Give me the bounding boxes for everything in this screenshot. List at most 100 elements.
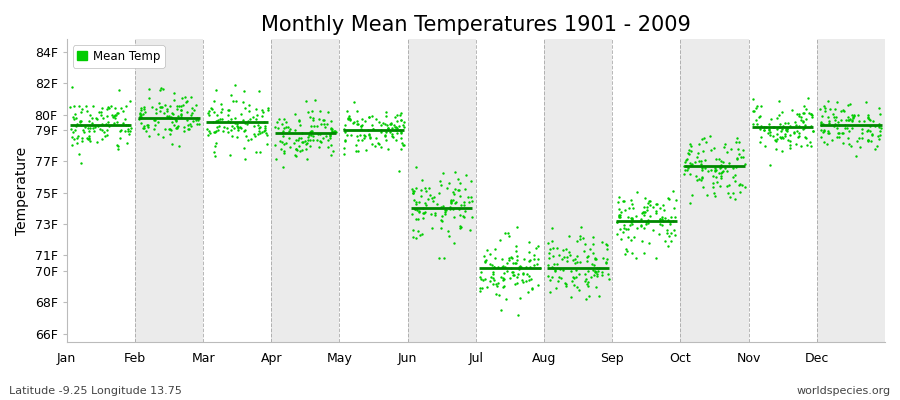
Point bbox=[586, 267, 600, 273]
Point bbox=[303, 142, 318, 149]
Point bbox=[814, 120, 828, 126]
Point bbox=[636, 209, 651, 216]
Point bbox=[397, 141, 411, 148]
Point bbox=[478, 276, 492, 282]
Point bbox=[410, 207, 425, 213]
Point bbox=[180, 109, 194, 115]
Point bbox=[428, 212, 443, 218]
Point bbox=[595, 239, 609, 245]
Point bbox=[491, 280, 505, 286]
Point bbox=[202, 108, 217, 114]
Point bbox=[787, 129, 801, 136]
Point bbox=[282, 128, 296, 134]
Point bbox=[655, 202, 670, 208]
Point bbox=[419, 202, 434, 208]
Point bbox=[752, 138, 767, 145]
Point bbox=[518, 278, 533, 284]
Point bbox=[251, 88, 266, 94]
Point bbox=[249, 116, 264, 123]
Point bbox=[358, 118, 373, 124]
Point bbox=[596, 255, 610, 261]
Point bbox=[613, 226, 627, 233]
Point bbox=[794, 143, 808, 150]
Point bbox=[112, 86, 127, 93]
Point bbox=[746, 121, 760, 128]
Point bbox=[516, 271, 530, 278]
Point bbox=[406, 190, 420, 196]
Point bbox=[591, 267, 606, 274]
Point bbox=[85, 120, 99, 126]
Point bbox=[794, 116, 808, 123]
Point bbox=[509, 224, 524, 231]
Point bbox=[176, 128, 191, 134]
Point bbox=[683, 140, 698, 147]
Point bbox=[506, 272, 520, 278]
Point bbox=[621, 226, 635, 232]
Point bbox=[757, 124, 771, 130]
Point bbox=[313, 139, 328, 145]
Point bbox=[636, 204, 651, 210]
Point bbox=[548, 267, 562, 273]
Point bbox=[221, 106, 236, 113]
Point bbox=[767, 124, 781, 130]
Point bbox=[133, 120, 148, 126]
Point bbox=[708, 166, 723, 173]
Point bbox=[616, 229, 630, 235]
Point bbox=[713, 165, 727, 172]
Point bbox=[139, 109, 153, 116]
Point bbox=[68, 110, 82, 117]
Point bbox=[260, 105, 274, 112]
Point bbox=[836, 107, 850, 113]
Point bbox=[541, 273, 555, 280]
Point bbox=[213, 100, 228, 107]
Point bbox=[276, 124, 291, 131]
Point bbox=[726, 190, 741, 197]
Point bbox=[202, 130, 217, 136]
Point bbox=[478, 259, 492, 265]
Point bbox=[168, 118, 183, 125]
Point bbox=[842, 128, 856, 134]
Point bbox=[210, 123, 224, 130]
Point bbox=[760, 130, 775, 136]
Point bbox=[543, 289, 557, 295]
Point bbox=[588, 256, 602, 262]
Point bbox=[553, 252, 567, 258]
Point bbox=[706, 173, 720, 179]
Point bbox=[374, 144, 389, 150]
Point bbox=[165, 114, 179, 120]
Point bbox=[248, 149, 263, 155]
Point bbox=[89, 116, 104, 122]
Point bbox=[283, 144, 297, 150]
Point bbox=[276, 128, 291, 134]
Point bbox=[612, 213, 626, 220]
Point bbox=[573, 258, 588, 265]
Point bbox=[346, 120, 360, 126]
Point bbox=[837, 122, 851, 128]
Point bbox=[83, 124, 97, 131]
Point bbox=[780, 126, 795, 132]
Point bbox=[253, 148, 267, 155]
Point bbox=[461, 194, 475, 200]
Point bbox=[694, 177, 708, 183]
Point bbox=[314, 121, 328, 128]
Point bbox=[688, 173, 703, 180]
Point bbox=[555, 256, 570, 262]
Point bbox=[389, 127, 403, 133]
Point bbox=[828, 117, 842, 123]
Point bbox=[502, 256, 517, 263]
Point bbox=[696, 148, 710, 154]
Point bbox=[302, 114, 317, 120]
Point bbox=[238, 133, 253, 139]
Point bbox=[393, 116, 408, 123]
Point bbox=[770, 136, 784, 142]
Point bbox=[761, 121, 776, 127]
Point bbox=[282, 124, 296, 130]
Point bbox=[845, 117, 859, 123]
Point bbox=[664, 230, 679, 236]
Point bbox=[273, 137, 287, 144]
Point bbox=[446, 213, 461, 220]
Point bbox=[378, 120, 392, 127]
Point bbox=[325, 129, 339, 135]
Point bbox=[522, 239, 536, 245]
Point bbox=[80, 108, 94, 114]
